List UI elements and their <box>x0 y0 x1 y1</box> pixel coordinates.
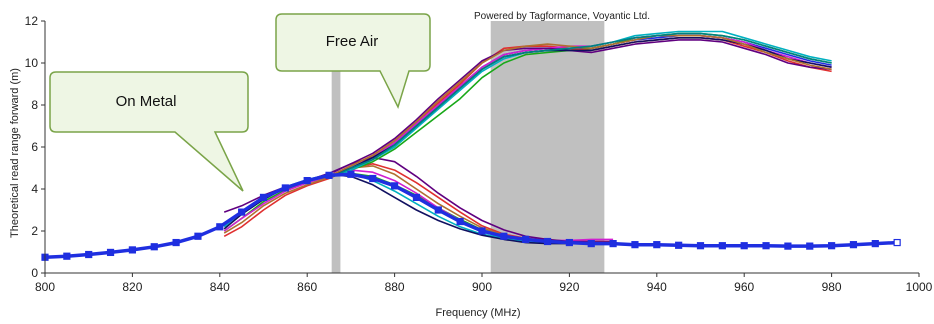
series-0-marker-33 <box>762 242 770 250</box>
series-0-marker-17 <box>412 193 421 201</box>
series-line-0 <box>44 172 898 260</box>
series-0-marker-24 <box>565 238 574 247</box>
series-0-marker-37 <box>849 241 858 249</box>
y-tick-label-3: 6 <box>31 140 38 154</box>
series-layer <box>41 30 901 261</box>
series-11 <box>333 34 832 176</box>
series-0-marker-7 <box>194 232 202 240</box>
series-0-marker-8 <box>216 223 224 231</box>
series-line-16 <box>333 32 832 178</box>
y-ticks: 0 2 4 6 8 10 12 <box>25 14 45 280</box>
series-0-marker-16 <box>391 182 399 190</box>
x-tick-label-6: 920 <box>559 280 579 294</box>
callout-on-metal-label: On Metal <box>116 93 177 110</box>
x-tick-label-0: 800 <box>35 280 55 294</box>
series-13 <box>333 39 832 173</box>
callout-free-air-shape <box>275 13 431 110</box>
series-0-marker-20 <box>478 227 486 235</box>
series-0-marker-3 <box>106 248 115 257</box>
y-tick-label-5: 10 <box>25 56 39 70</box>
series-0-marker-4 <box>128 246 136 254</box>
series-0-marker-6 <box>172 238 180 247</box>
series-0-marker-5 <box>150 243 158 251</box>
y-axis-title: Theoretical read range forward (m) <box>9 68 21 238</box>
series-16 <box>333 32 832 178</box>
y-tick-label-6: 12 <box>25 14 39 28</box>
callout-free-air-label: Free Air <box>326 33 379 50</box>
series-0-marker-36 <box>827 242 836 250</box>
series-line-13 <box>333 39 832 173</box>
series-0-marker-10 <box>259 193 268 201</box>
series-0-marker-38 <box>871 240 879 248</box>
callout-free-air: Free Air <box>275 13 431 110</box>
x-tick-label-2: 840 <box>210 280 230 294</box>
series-0-marker-1 <box>63 252 71 260</box>
series-0-marker-26 <box>609 240 617 248</box>
series-0-marker-19 <box>456 217 464 226</box>
x-tick-label-7: 940 <box>647 280 667 294</box>
series-0-marker-13 <box>325 171 333 179</box>
x-tick-label-10: 1000 <box>906 280 933 294</box>
series-0-marker-23 <box>543 237 552 246</box>
callout-on-metal: On Metal <box>49 71 249 192</box>
y-tick-label-0: 0 <box>31 266 38 280</box>
series-0-marker-29 <box>675 241 683 249</box>
x-tick-label-8: 960 <box>734 280 754 294</box>
series-0-marker-14 <box>347 170 355 178</box>
callout-on-metal-shape <box>49 71 249 192</box>
series-0-marker-15 <box>369 174 377 183</box>
series-0 <box>41 170 901 261</box>
series-line-11 <box>333 34 832 176</box>
series-0-marker-34 <box>784 242 792 250</box>
x-tick-label-4: 880 <box>385 280 405 294</box>
shaded-band-0 <box>331 21 341 273</box>
series-0-marker-32 <box>740 242 748 250</box>
series-0-marker-21 <box>500 232 508 240</box>
x-ticks: 800 820 840 860 880 900 920 940 960 980 1000 <box>35 273 933 294</box>
x-axis-title: Frequency (MHz) <box>436 307 521 319</box>
series-0-marker-11 <box>281 184 289 192</box>
series-0-marker-31 <box>718 242 726 250</box>
x-tick-label-5: 900 <box>472 280 492 294</box>
series-0-marker-2 <box>85 250 93 259</box>
series-0-marker-22 <box>522 235 530 243</box>
series-0-marker-27 <box>631 241 639 249</box>
series-0-marker-25 <box>587 240 595 248</box>
series-0-marker-12 <box>303 177 311 185</box>
series-0-marker-35 <box>806 242 814 250</box>
series-0-marker-18 <box>434 206 442 214</box>
x-tick-label-3: 860 <box>297 280 317 294</box>
y-tick-label-4: 8 <box>31 98 38 112</box>
chart-credit: Powered by Tagformance, Voyantic Ltd. <box>474 11 650 22</box>
series-0-marker-9 <box>238 208 246 216</box>
y-tick-label-2: 4 <box>31 182 38 196</box>
y-tick-label-1: 2 <box>31 224 38 238</box>
series-0-marker-30 <box>696 242 705 250</box>
x-tick-label-9: 980 <box>822 280 842 294</box>
x-tick-label-1: 820 <box>122 280 142 294</box>
series-0-marker-39 <box>893 238 901 247</box>
series-0-marker-28 <box>653 241 661 249</box>
